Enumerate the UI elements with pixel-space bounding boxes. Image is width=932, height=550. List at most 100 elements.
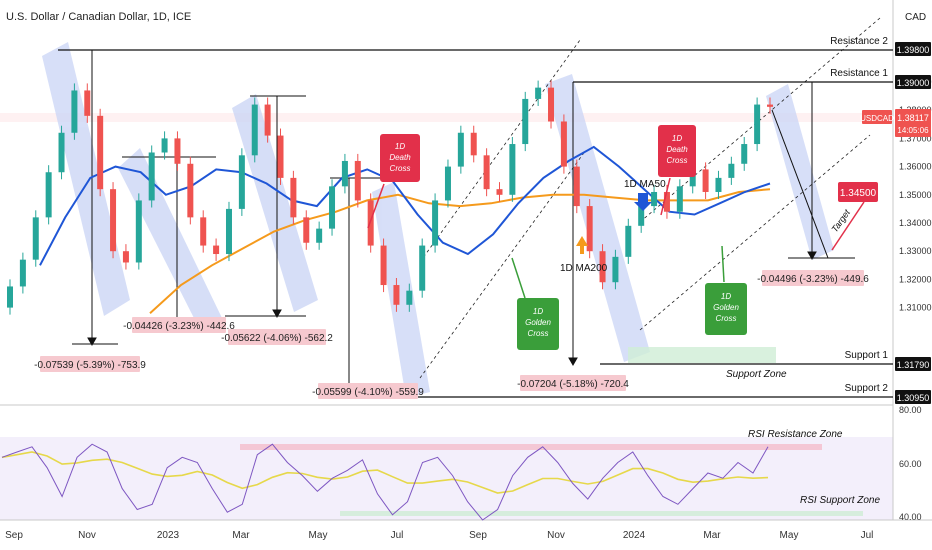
countdown: 14:05:06 xyxy=(897,126,929,135)
ma50-arrow-icon xyxy=(634,193,652,211)
candle-body xyxy=(470,132,477,156)
candle-body xyxy=(444,166,451,201)
candle-body xyxy=(689,169,696,187)
time-tick: Sep xyxy=(469,530,487,541)
support1-label: Support 1 xyxy=(845,350,889,361)
support1-value: 1.31790 xyxy=(897,360,930,370)
candle-body xyxy=(457,132,464,167)
projection-lines xyxy=(771,109,829,259)
candle-body xyxy=(380,245,387,286)
candle-body xyxy=(354,160,361,201)
currency-label: CAD xyxy=(905,12,926,23)
target-value: 1.34500 xyxy=(840,188,877,199)
candle-body xyxy=(97,115,104,190)
rsi-support-zone xyxy=(340,511,863,516)
candle-body xyxy=(612,256,619,283)
symbol-badge xyxy=(862,110,892,124)
channel-fill-2 xyxy=(118,148,222,330)
support1-badge xyxy=(895,357,931,371)
candle-body xyxy=(71,90,78,133)
golden-cross-text-1: 1D Golden Cross xyxy=(525,307,551,338)
candle-body xyxy=(496,189,503,195)
time-tick: Mar xyxy=(232,530,250,541)
time-tick: 2024 xyxy=(623,530,646,541)
death-cross-label-2: 1D Death Cross xyxy=(658,125,696,216)
price-tick: 1.31000 xyxy=(899,303,932,313)
candle-body xyxy=(264,104,271,136)
candle-body xyxy=(560,121,567,167)
price-tick: 1.34000 xyxy=(899,218,932,228)
resistance2-value: 1.39800 xyxy=(897,45,930,55)
symbol-title: U.S. Dollar / Canadian Dollar, 1D, ICE xyxy=(6,11,191,23)
time-tick: Nov xyxy=(78,530,96,541)
time-tick: Nov xyxy=(547,530,565,541)
target-arrow xyxy=(831,201,865,251)
candle-body xyxy=(200,217,207,246)
death-cross-text-1: 1D Death Cross xyxy=(389,142,411,173)
candle-body xyxy=(277,135,284,178)
candle-body xyxy=(341,160,348,187)
rsi-tick-80: 80.00 xyxy=(899,405,922,415)
bearish-channel-fills xyxy=(42,42,834,398)
candle-body xyxy=(702,169,709,192)
golden-cross-label-2: 1D Golden Cross xyxy=(705,245,747,335)
candle-body xyxy=(174,138,181,164)
candle-body xyxy=(290,177,297,218)
time-axis-ticks: Sep Nov 2023 Mar May Jul Sep Nov 2024 Mar May Jul xyxy=(5,530,873,541)
candle-body xyxy=(548,87,555,122)
candle-body xyxy=(522,98,529,145)
measurement-label-6: -0.04496 (-3.23%) -449.6 xyxy=(757,274,869,285)
channel-fill-4 xyxy=(372,182,430,398)
time-tick: May xyxy=(309,530,328,541)
ma200-label: 1D MA200 xyxy=(560,263,608,274)
candle-body xyxy=(58,132,65,173)
rsi-tick-60: 60.00 xyxy=(899,459,922,469)
measurement-labels: -0.07539 (-5.39%) -753.9 -0.04426 (-3.23… xyxy=(34,270,869,399)
candle-body xyxy=(625,225,632,257)
channel-fill-5 xyxy=(545,74,650,362)
rsi-line xyxy=(1,443,769,521)
candle-body xyxy=(663,191,670,212)
channel-fill-1 xyxy=(42,42,130,316)
rsi-ma-line xyxy=(1,451,769,494)
time-tick: May xyxy=(780,530,799,541)
rsi-tick-40: 40.00 xyxy=(899,512,922,522)
horizontal-levels xyxy=(58,49,893,398)
candle-body xyxy=(303,217,310,243)
candle-body xyxy=(110,189,117,252)
right-badges: 1.39800 1.39000 USDCAD 1.38117 14:05:06 … xyxy=(860,42,931,404)
candle-body xyxy=(45,172,52,218)
candle-body xyxy=(483,155,490,190)
ma50-label: 1D MA50 xyxy=(624,179,666,190)
candle-body xyxy=(419,245,426,291)
price-tick: 1.36000 xyxy=(899,162,932,172)
channel-upper-1 xyxy=(419,39,581,263)
time-tick: 2023 xyxy=(157,530,180,541)
ma200-arrow-icon xyxy=(576,236,588,254)
candle-body xyxy=(213,245,220,255)
time-tick: Mar xyxy=(703,530,721,541)
candle-body xyxy=(586,206,593,252)
candle-body xyxy=(329,186,336,229)
resistance2-label: Resistance 2 xyxy=(830,36,888,47)
candle-body xyxy=(393,285,400,305)
price-tick: 1.37000 xyxy=(899,133,932,143)
target-badge xyxy=(838,182,878,202)
time-tick: Sep xyxy=(5,530,23,541)
resistance2-badge xyxy=(895,42,931,56)
candle-body xyxy=(715,177,722,192)
measurement-label-1: -0.07539 (-5.39%) -753.9 xyxy=(34,360,146,371)
death-cross-label-1: 1D Death Cross xyxy=(367,134,420,229)
candle-body xyxy=(32,217,39,260)
resistance1-badge xyxy=(895,75,931,89)
candle-body xyxy=(509,144,516,195)
candle-body xyxy=(148,152,155,201)
candle-body xyxy=(19,259,26,287)
current-price: 1.38117 xyxy=(897,113,929,123)
rsi-resistance-label: RSI Resistance Zone xyxy=(748,429,843,440)
measurement-label-2: -0.04426 (-3.23%) -442.6 xyxy=(123,321,235,332)
ma50-line xyxy=(39,145,771,266)
measurement-label-4: -0.05599 (-4.10%) -559.9 xyxy=(312,387,424,398)
candle-body xyxy=(161,138,168,153)
